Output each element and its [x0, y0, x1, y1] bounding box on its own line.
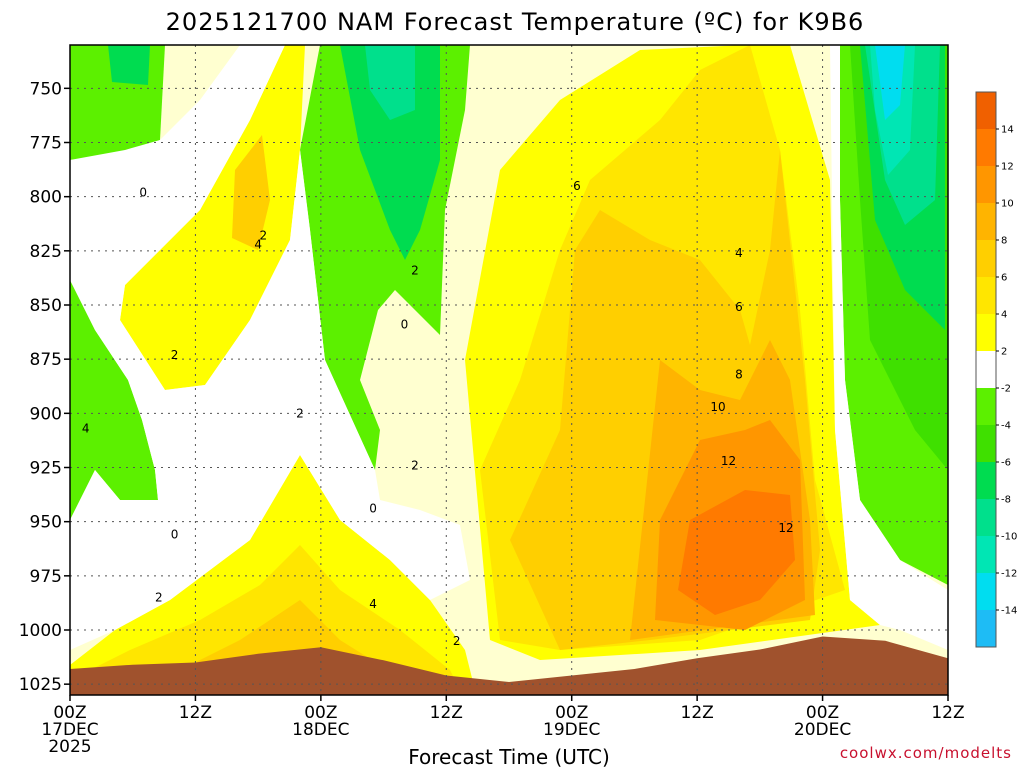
y-tick-label: 975 [30, 567, 62, 587]
colorbar-tick-label: -12 [1001, 569, 1017, 580]
contour-label: 0 [369, 502, 377, 516]
chart-title: 2025121700 NAM Forecast Temperature (ºC)… [166, 8, 865, 36]
colorbar-tick-label: -10 [1001, 532, 1017, 543]
y-tick-label: 800 [30, 188, 62, 208]
colorbar-tick-label: -4 [1001, 421, 1011, 432]
contour-label: 4 [735, 246, 743, 260]
colorbar-frame [975, 91, 997, 648]
colorbar-tick-label: -6 [1001, 458, 1011, 469]
y-tick-label: 900 [30, 404, 62, 424]
x-tick-label: 12Z [179, 703, 212, 723]
x-tick-label: 12Z [931, 703, 964, 723]
contour-label: 0 [401, 318, 409, 332]
colorbar-tick-label: 6 [1001, 273, 1007, 284]
colorbar-swatch [976, 240, 996, 278]
colorbar-swatch [976, 351, 996, 389]
colorbar-tick-label: 14 [1001, 125, 1014, 136]
colorbar-tick-label: -14 [1001, 606, 1017, 617]
x-tick-label: 00Z [555, 703, 588, 723]
contour-label: 2 [260, 229, 268, 243]
x-tick-label: 12Z [430, 703, 463, 723]
x-tick-label: 18DEC [292, 720, 349, 740]
contour-label: 0 [171, 528, 179, 542]
colorbar-tick-label: -8 [1001, 495, 1011, 506]
terrain-surface [70, 636, 948, 695]
colorbar-tick-label: 12 [1001, 162, 1014, 173]
x-axis-label: Forecast Time (UTC) [408, 745, 610, 768]
colorbar-tick-label: -2 [1001, 384, 1011, 395]
colorbar-tick-label: 8 [1001, 236, 1007, 247]
colorbar-swatch [976, 536, 996, 574]
plot-area [70, 45, 948, 695]
x-tick-label: 00Z [304, 703, 337, 723]
cold-region-left-inner [108, 45, 150, 85]
colorbar-swatch [976, 573, 996, 611]
contour-label: 12 [721, 454, 736, 468]
contour-label: 0 [139, 185, 147, 199]
y-tick-label: 775 [30, 134, 62, 154]
contour-label: 4 [82, 422, 90, 436]
colorbar-swatch [976, 425, 996, 463]
colorbar-tick-label: 4 [1001, 310, 1007, 321]
colorbar-swatch [976, 610, 996, 648]
credit-text: coolwx.com/modelts [840, 744, 1012, 762]
contour-label: 10 [710, 400, 725, 414]
colorbar-swatch [976, 314, 996, 352]
y-tick-label: 875 [30, 350, 62, 370]
contour-label: 8 [735, 367, 743, 381]
y-tick-label: 750 [30, 79, 62, 99]
warm-band-1 [120, 45, 305, 390]
x-tick-label: 17DEC [41, 720, 98, 740]
colorbar-swatch [976, 129, 996, 167]
colorbar-swatch [976, 92, 996, 130]
x-tick-label: 19DEC [543, 720, 600, 740]
freezing-band-right [830, 45, 948, 650]
colorbar-swatch [976, 166, 996, 204]
warm-band-1-core [232, 135, 270, 250]
contour-label: 2 [171, 348, 179, 362]
colorbar-tick-label: 10 [1001, 199, 1014, 210]
y-tick-label: 825 [30, 242, 62, 262]
contour-label: 2 [411, 263, 419, 277]
plot-frame [69, 44, 949, 696]
x-tick-label: 00Z [806, 703, 839, 723]
x-tick-label: 2025 [48, 737, 91, 757]
y-tick-label: 1000 [19, 621, 62, 641]
contour-label: 12 [778, 521, 793, 535]
colorbar-legend: 14 12 10 8 6 4 2 -2 -4 -6 -8 -10 -12 -14 [975, 91, 1017, 648]
contour-label: 6 [573, 179, 581, 193]
colorbar-swatch [976, 499, 996, 537]
y-tick-label: 925 [30, 459, 62, 479]
contour-label: 2 [453, 634, 461, 648]
colorbar-tick-label: 2 [1001, 347, 1007, 358]
x-tick-label: 00Z [53, 703, 86, 723]
cold-region-lower-left [70, 280, 158, 520]
y-tick-label: 1025 [19, 675, 62, 695]
colorbar-swatch [976, 277, 996, 315]
colorbar-swatch [976, 203, 996, 241]
contour-label: 2 [155, 591, 163, 605]
colorbar-swatch [976, 388, 996, 426]
cold-region-middle-core [365, 45, 415, 120]
contour-label: 4 [369, 597, 377, 611]
contour-label: 4 [254, 237, 262, 251]
y-tick-label: 850 [30, 296, 62, 316]
y-tick-label: 950 [30, 513, 62, 533]
x-tick-label: 20DEC [794, 720, 851, 740]
y-axis: 750 775 800 825 850 875 900 925 950 975 1000 1025 [19, 79, 70, 695]
x-tick-label: 12Z [681, 703, 714, 723]
contour-label: 6 [735, 300, 743, 314]
contour-label: 2 [296, 406, 304, 420]
cold-region-right-6 [875, 45, 905, 120]
colorbar-swatch [976, 462, 996, 500]
contour-label: 2 [411, 458, 419, 472]
